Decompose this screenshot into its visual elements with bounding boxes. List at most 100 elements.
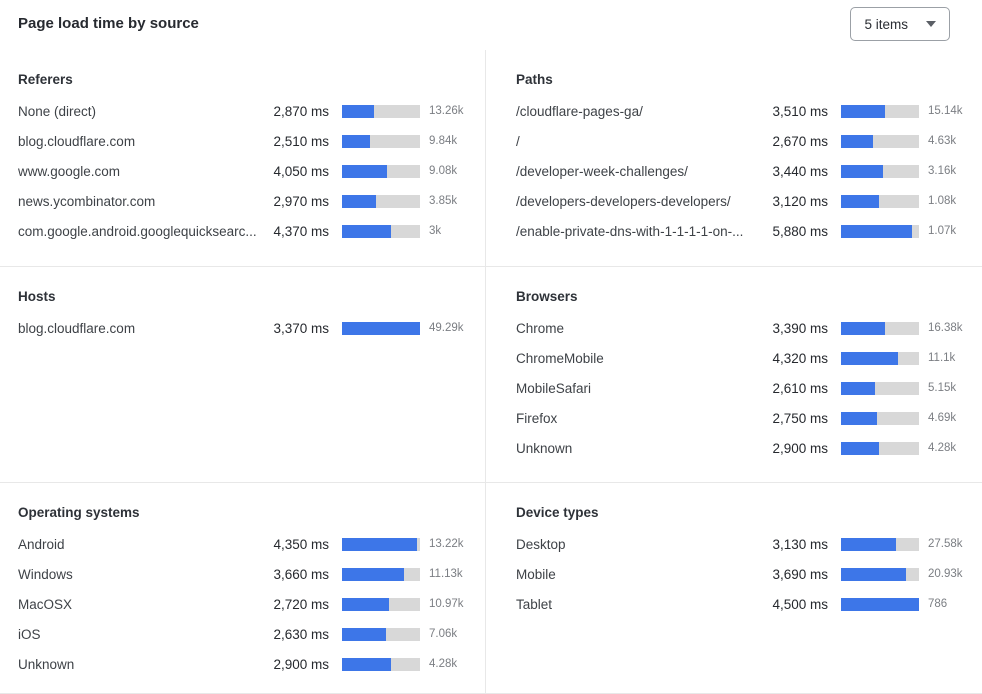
bar-fill: [841, 351, 898, 365]
bar-track: [841, 134, 919, 148]
load-time-value: 3,440 ms: [772, 163, 828, 179]
load-time-value: 3,130 ms: [772, 536, 828, 552]
header: Page load time by source 5 items: [0, 0, 982, 50]
bar-fill: [342, 537, 417, 551]
table-row[interactable]: ChromeMobile 4,320 ms 11.1k: [516, 343, 968, 373]
bar-fill: [841, 597, 919, 611]
table-row[interactable]: /enable-private-dns-with-1-1-1-1-on-... …: [516, 216, 968, 246]
row-label: Desktop: [516, 536, 566, 552]
bar-fill: [342, 164, 388, 178]
panel-title-operating-systems: Operating systems: [18, 505, 140, 520]
bar-track: [841, 164, 919, 178]
page-title: Page load time by source: [18, 15, 199, 32]
table-row[interactable]: / 2,670 ms 4.63k: [516, 126, 968, 156]
table-row[interactable]: Tablet 4,500 ms 786: [516, 589, 968, 619]
table-row[interactable]: None (direct) 2,870 ms 13.26k: [18, 96, 469, 126]
bar-track: [342, 567, 420, 581]
row-label: None (direct): [18, 103, 97, 119]
bar-track: [342, 597, 420, 611]
row-label: /: [516, 133, 520, 149]
visit-count: 3.85k: [429, 195, 458, 207]
table-row[interactable]: Unknown 2,900 ms 4.28k: [516, 433, 968, 463]
bar-fill: [342, 657, 392, 671]
load-time-value: 2,900 ms: [273, 656, 329, 672]
bar-track: [841, 537, 919, 551]
load-time-value: 2,610 ms: [772, 380, 828, 396]
table-row[interactable]: Mobile 3,690 ms 20.93k: [516, 559, 968, 589]
table-row[interactable]: www.google.com 4,050 ms 9.08k: [18, 156, 469, 186]
row-label: blog.cloudflare.com: [18, 320, 136, 336]
row-label: com.google.android.googlequicksearc...: [18, 223, 257, 239]
bar-track: [841, 104, 919, 118]
bar-fill: [841, 537, 897, 551]
table-row[interactable]: /developer-week-challenges/ 3,440 ms 3.1…: [516, 156, 968, 186]
load-time-value: 3,120 ms: [772, 193, 828, 209]
load-time-value: 5,880 ms: [772, 223, 828, 239]
bar-track: [841, 224, 919, 238]
load-time-value: 4,500 ms: [772, 596, 828, 612]
visit-count: 20.93k: [928, 568, 963, 580]
row-label: Windows: [18, 566, 73, 582]
table-row[interactable]: blog.cloudflare.com 2,510 ms 9.84k: [18, 126, 469, 156]
table-row[interactable]: Desktop 3,130 ms 27.58k: [516, 529, 968, 559]
visit-count: 4.28k: [429, 658, 458, 670]
panel-browsers: Browsers Chrome 3,390 ms 16.38k ChromeMo…: [486, 267, 982, 483]
bar-fill: [342, 194, 376, 208]
load-time-value: 4,370 ms: [273, 223, 329, 239]
row-label: /cloudflare-pages-ga/: [516, 103, 643, 119]
visit-count: 3.16k: [928, 165, 957, 177]
bar-fill: [342, 134, 371, 148]
table-row[interactable]: Unknown 2,900 ms 4.28k: [18, 649, 469, 679]
visit-count: 4.63k: [928, 135, 957, 147]
load-time-value: 2,630 ms: [273, 626, 329, 642]
items-count-dropdown-value: 5 items: [864, 16, 908, 32]
table-row[interactable]: blog.cloudflare.com 3,370 ms 49.29k: [18, 313, 469, 343]
panel-operating-systems: Operating systems Android 4,350 ms 13.22…: [0, 483, 486, 693]
panels-grid: Referers None (direct) 2,870 ms 13.26k b…: [0, 50, 982, 694]
row-label: www.google.com: [18, 163, 121, 179]
table-row[interactable]: Chrome 3,390 ms 16.38k: [516, 313, 968, 343]
load-time-value: 2,720 ms: [273, 596, 329, 612]
panel-paths: Paths /cloudflare-pages-ga/ 3,510 ms 15.…: [486, 50, 982, 267]
panel-title-device-types: Device types: [516, 505, 599, 520]
bar-track: [841, 194, 919, 208]
visit-count: 1.07k: [928, 225, 957, 237]
table-row[interactable]: MobileSafari 2,610 ms 5.15k: [516, 373, 968, 403]
bar-fill: [342, 104, 374, 118]
bar-fill: [841, 164, 884, 178]
table-row[interactable]: news.ycombinator.com 2,970 ms 3.85k: [18, 186, 469, 216]
bar-fill: [841, 321, 886, 335]
table-row[interactable]: iOS 2,630 ms 7.06k: [18, 619, 469, 649]
load-time-value: 3,690 ms: [772, 566, 828, 582]
table-row[interactable]: Firefox 2,750 ms 4.69k: [516, 403, 968, 433]
bar-track: [841, 411, 919, 425]
load-time-value: 4,350 ms: [273, 536, 329, 552]
visit-count: 7.06k: [429, 628, 458, 640]
table-row[interactable]: /developers-developers-developers/ 3,120…: [516, 186, 968, 216]
bar-track: [841, 381, 919, 395]
table-row[interactable]: com.google.android.googlequicksearc... 4…: [18, 216, 469, 246]
row-label: iOS: [18, 626, 41, 642]
visit-count: 4.69k: [928, 412, 957, 424]
table-row[interactable]: MacOSX 2,720 ms 10.97k: [18, 589, 469, 619]
table-row[interactable]: Windows 3,660 ms 11.13k: [18, 559, 469, 589]
load-time-value: 3,390 ms: [772, 320, 828, 336]
bar-track: [342, 104, 420, 118]
bar-fill: [841, 381, 876, 395]
load-time-value: 2,970 ms: [273, 193, 329, 209]
items-count-dropdown[interactable]: 5 items: [850, 7, 950, 41]
table-row[interactable]: Android 4,350 ms 13.22k: [18, 529, 469, 559]
bar-track: [342, 224, 420, 238]
row-label: Tablet: [516, 596, 553, 612]
bar-track: [342, 627, 420, 641]
bar-track: [841, 567, 919, 581]
load-time-value: 4,320 ms: [772, 350, 828, 366]
table-row[interactable]: /cloudflare-pages-ga/ 3,510 ms 15.14k: [516, 96, 968, 126]
bar-fill: [342, 597, 389, 611]
visit-count: 16.38k: [928, 322, 963, 334]
row-label: MobileSafari: [516, 380, 592, 396]
load-time-value: 2,750 ms: [772, 410, 828, 426]
visit-count: 13.26k: [429, 105, 464, 117]
visit-count: 786: [928, 598, 948, 610]
bar-fill: [841, 194, 880, 208]
